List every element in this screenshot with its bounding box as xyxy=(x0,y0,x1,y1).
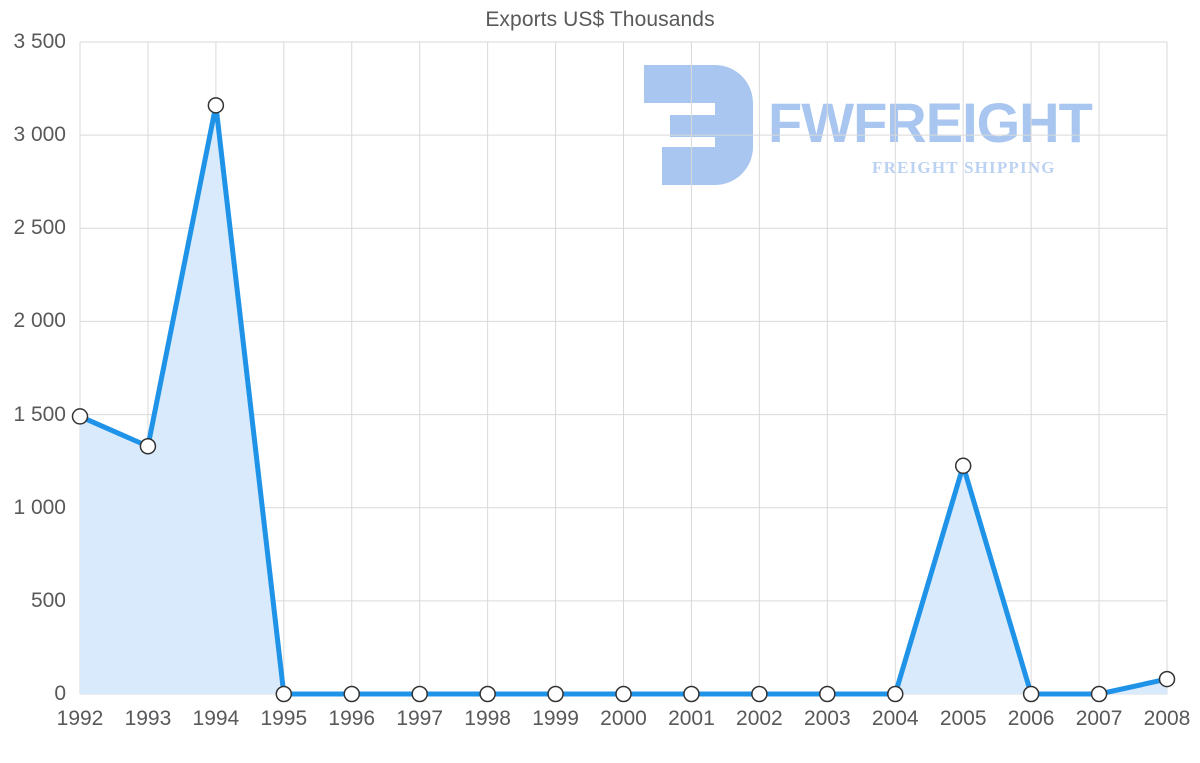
data-point-marker[interactable] xyxy=(1022,685,1040,703)
x-axis-tick-label: 1993 xyxy=(124,707,172,730)
y-axis-tick-label: 3 500 xyxy=(13,30,66,53)
x-axis-tick-label: 1997 xyxy=(396,707,444,730)
y-axis-tick-label: 1 000 xyxy=(13,495,66,519)
x-axis-tick-label: 2006 xyxy=(1007,707,1055,730)
x-axis-tick-label: 2008 xyxy=(1143,707,1191,730)
data-point-marker[interactable] xyxy=(547,685,564,703)
x-axis-tick-label: 1996 xyxy=(328,707,376,730)
data-point-marker[interactable] xyxy=(479,685,496,703)
data-point-marker[interactable] xyxy=(71,408,89,425)
x-axis-tick-label: 2004 xyxy=(871,707,919,730)
x-axis-tick-label: 2000 xyxy=(600,707,647,730)
data-point-marker[interactable] xyxy=(751,685,768,703)
x-axis-tick-label: 2007 xyxy=(1075,707,1123,730)
y-axis-tick-label: 0 xyxy=(54,682,66,705)
x-axis-tick-label: 2003 xyxy=(803,707,851,730)
data-point-marker[interactable] xyxy=(683,685,700,703)
y-axis-tick-label: 500 xyxy=(30,588,66,612)
x-axis-tick-label: 1992 xyxy=(56,707,104,730)
y-axis-tick-label: 1 500 xyxy=(13,402,66,426)
data-point-marker[interactable] xyxy=(1090,685,1108,703)
data-point-marker[interactable] xyxy=(343,685,360,703)
data-point-marker[interactable] xyxy=(275,685,293,703)
x-axis-tick-label: 2005 xyxy=(939,707,987,730)
data-point-marker[interactable] xyxy=(954,457,972,475)
x-axis-tick-label: 1999 xyxy=(532,707,579,730)
data-point-marker[interactable] xyxy=(819,685,836,703)
chart-title: Exports US$ Thousands xyxy=(485,8,715,31)
data-point-marker[interactable] xyxy=(1158,670,1176,688)
data-point-marker[interactable] xyxy=(887,685,904,703)
data-point-marker[interactable] xyxy=(207,97,225,114)
data-point-marker[interactable] xyxy=(615,685,632,703)
x-axis-tick-label: 2001 xyxy=(668,707,715,730)
data-point-marker[interactable] xyxy=(411,685,428,703)
series-markers xyxy=(71,97,1176,703)
y-axis-tick-label: 2 000 xyxy=(13,309,66,333)
data-point-marker[interactable] xyxy=(139,437,157,455)
series-area-fill xyxy=(80,105,1167,694)
y-axis-tick-label: 2 500 xyxy=(13,216,66,240)
x-axis-tick-label: 1998 xyxy=(464,707,511,730)
x-axis-tick-label: 1994 xyxy=(192,707,240,730)
x-axis-tick-label: 1995 xyxy=(260,707,308,730)
x-axis-tick-label: 2002 xyxy=(736,707,783,730)
y-axis-tick-label: 3 000 xyxy=(13,123,66,147)
